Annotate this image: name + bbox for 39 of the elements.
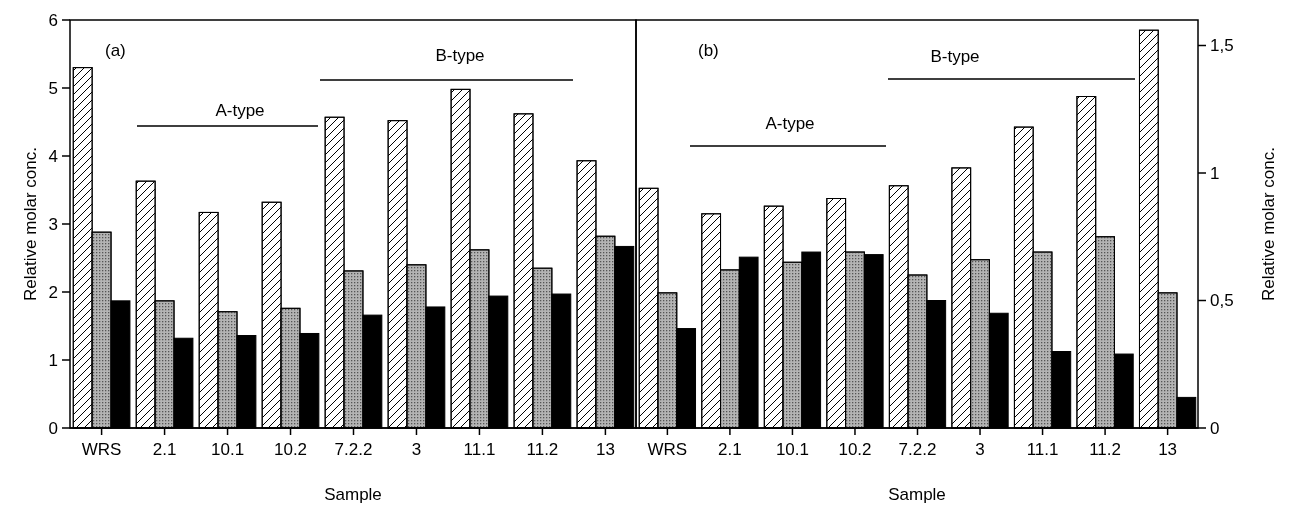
y-axis-title: Relative molar conc.: [20, 146, 40, 302]
annotation: A-type: [765, 113, 815, 133]
annotation: B-type: [930, 46, 980, 66]
y-tick-label: 6: [48, 10, 58, 30]
x-tick-label: 7.2.2: [898, 440, 937, 459]
annotation: B-type: [435, 45, 485, 65]
x-tick-label: 11.1: [1026, 440, 1059, 459]
y-tick-label: 0: [48, 418, 58, 438]
x-tick-label: WRS: [81, 440, 122, 459]
y2-tick-label: 0: [1210, 418, 1220, 438]
annotation: A-type: [215, 100, 265, 120]
y-tick-label: 1: [48, 350, 58, 370]
x-tick-label: WRS: [647, 440, 688, 459]
annotation: (b): [698, 40, 719, 60]
y2-axis-title: Relative molar conc.: [1258, 146, 1278, 302]
x-axis-title: Sample: [324, 485, 382, 504]
annotation: (a): [105, 40, 126, 60]
x-tick-label: 3: [975, 440, 985, 459]
y-tick-label: 4: [48, 146, 58, 166]
x-tick-label: 10.2: [273, 440, 308, 459]
x-tick-label: 11.2: [1089, 440, 1121, 459]
y2-tick-label: 1: [1210, 163, 1220, 183]
x-tick-label: 13: [1158, 440, 1178, 459]
x-tick-label: 11.2: [526, 440, 559, 459]
x-tick-label: 10.2: [838, 440, 872, 459]
x-tick-label: 2.1: [718, 440, 742, 459]
y2-tick-label: 1,5: [1210, 36, 1234, 56]
x-tick-label: 2.1: [152, 440, 177, 459]
x-axis-title: Sample: [888, 485, 946, 504]
y-tick-label: 5: [48, 78, 58, 98]
x-tick-label: 7.2.2: [334, 440, 373, 459]
x-tick-label: 11.1: [463, 440, 496, 459]
x-tick-label: 10.1: [775, 440, 809, 459]
x-tick-label: 10.1: [211, 440, 245, 459]
y-tick-label: 3: [48, 214, 58, 234]
y2-tick-label: 0,5: [1210, 291, 1234, 311]
x-tick-label: 3: [411, 440, 422, 459]
x-tick-label: 13: [595, 440, 615, 459]
y-tick-label: 2: [48, 282, 58, 302]
